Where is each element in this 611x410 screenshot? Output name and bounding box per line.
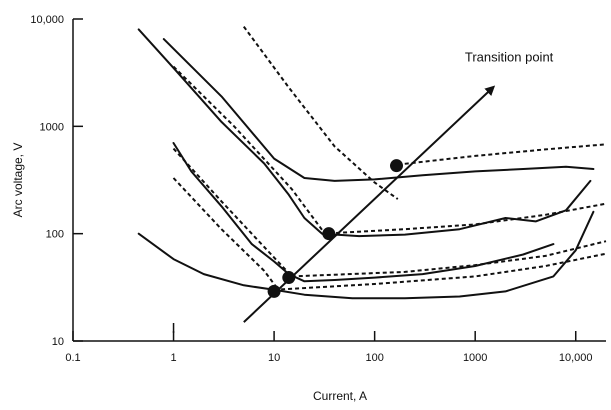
x-axis-title: Current, A: [313, 389, 367, 403]
dashed-asymptote-6: [172, 147, 293, 278]
transition-point-marker-1: [322, 227, 336, 241]
transition-points-layer: [267, 159, 404, 298]
x-tick-label: 100: [365, 352, 383, 364]
transition-point-label: Transition point: [465, 50, 554, 65]
dashed-asymptote-5: [172, 65, 326, 235]
transition-point-marker-0: [390, 159, 404, 173]
y-tick-label: 100: [46, 229, 64, 241]
dashed-asymptote-8: [397, 143, 607, 166]
y-tick-label: 10: [52, 336, 64, 348]
x-tick-label: 10,000: [559, 352, 593, 364]
x-tick-label: 10: [268, 352, 280, 364]
transition-point-marker-2: [282, 271, 296, 285]
dashed-asymptote-4: [242, 26, 399, 200]
annotation-layer: Transition point: [243, 50, 554, 323]
dashed-asymptote-7: [172, 177, 280, 291]
voltage-curve-1: [137, 28, 592, 238]
tick-layer: 0.1 1 10 100 1000 10,000 10 100 1000 10,000: [30, 14, 592, 364]
x-tick-label: 1: [170, 352, 176, 364]
y-tick-label: 10,000: [30, 14, 64, 26]
voltage-curve-3: [137, 210, 595, 300]
x-tick-label: 1000: [463, 352, 487, 364]
voltage-curve-0: [162, 38, 595, 182]
x-tick-label: 0.1: [65, 352, 80, 364]
series-layer: [137, 26, 607, 300]
y-tick-label: 1000: [40, 121, 64, 133]
y-axis-title: Arc voltage, V: [11, 143, 25, 218]
axes: [72, 19, 606, 342]
dashed-asymptote-10: [291, 240, 607, 278]
transition-point-marker-3: [267, 284, 281, 298]
transition-arrow: [243, 85, 496, 323]
